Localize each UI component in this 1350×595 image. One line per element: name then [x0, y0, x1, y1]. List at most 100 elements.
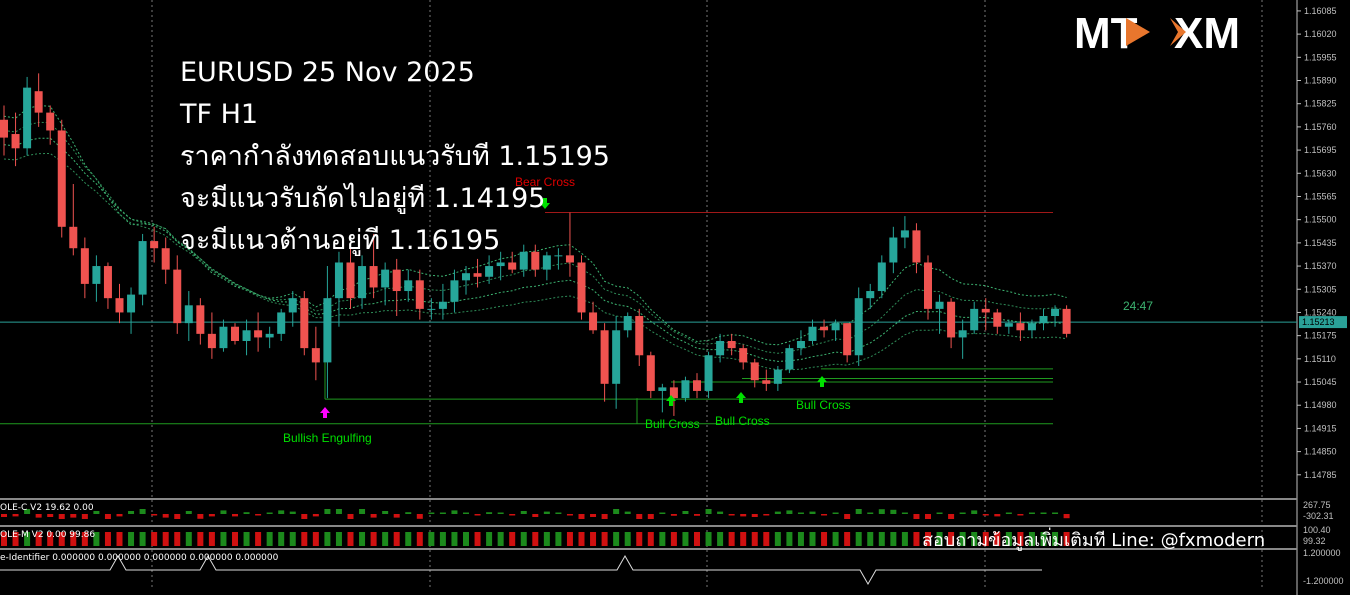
ole-c-bar [786, 510, 793, 514]
ole-m-bar [1017, 532, 1024, 546]
indicator-label-identifier: e-Identifier 0.000000 0.000000 0.000000 … [0, 553, 279, 563]
ole-m-bar [174, 532, 181, 546]
candle-bull [23, 87, 32, 149]
candle-bear [820, 326, 829, 331]
candle-bull [450, 280, 459, 302]
ole-c-bar [520, 511, 527, 514]
candle-bear [161, 248, 170, 270]
ole-c-bar [844, 514, 851, 519]
candle-bear [981, 308, 990, 313]
ole-c-bar [774, 511, 781, 514]
overlay-support-test: ราคากำลังทดสอบแนวรับที 1.15195 [180, 141, 610, 172]
y-tick-label: 1.14785 [1304, 470, 1337, 480]
candle-bear [577, 262, 586, 313]
bullish-engulfing-arrow [320, 407, 330, 418]
ole-m-bar [93, 532, 100, 546]
y-tick-label: 1.15565 [1304, 191, 1337, 201]
ole-m-bar [751, 532, 758, 546]
candle-bull [704, 355, 713, 391]
y-tick-label: 1.15045 [1304, 377, 1337, 387]
ole-c-bar [208, 514, 215, 517]
ole-m-bar [266, 532, 273, 546]
ole-m-bar [370, 532, 377, 546]
ole-m-bar [220, 532, 227, 546]
ole-m-bar [844, 532, 851, 546]
candle-bull [1051, 308, 1060, 317]
ole-c-bar [220, 510, 227, 514]
candle-bear [531, 251, 540, 270]
candle-bear [947, 301, 956, 338]
ole-m-bar [555, 532, 562, 546]
indicator-scale-bottom: 99.32 [1303, 536, 1326, 546]
candle-bull [854, 298, 863, 356]
ole-m-bar [832, 532, 839, 546]
ole-m-bar [613, 532, 620, 546]
ole-c-bar [335, 509, 342, 514]
ole-c-bar [428, 512, 435, 514]
candle-bull [1027, 323, 1036, 331]
candle-bull [773, 369, 782, 384]
ole-m-bar [278, 532, 285, 546]
ole-m-bar [1040, 532, 1047, 546]
ole-m-bar [532, 532, 539, 546]
ole-m-bar [717, 532, 724, 546]
bull-cross-arrow [736, 392, 746, 403]
candle-bear [669, 387, 678, 399]
candle-bear [254, 330, 263, 338]
ole-m-bar [335, 532, 342, 546]
candle-bull [277, 312, 286, 334]
ole-m-bar [636, 532, 643, 546]
ole-c-bar [393, 514, 400, 518]
indicator-scale-top: 100.40 [1303, 525, 1331, 535]
ole-c-bar [1040, 512, 1047, 514]
candle-bear [565, 255, 574, 263]
ole-m-bar [925, 532, 931, 546]
ole-c-bar [682, 511, 689, 514]
ole-m-bar [543, 532, 550, 546]
ole-m-bar [855, 532, 862, 546]
y-tick-label: 1.15240 [1304, 307, 1337, 317]
ole-c-bar [58, 514, 65, 519]
candle-bull [496, 262, 505, 267]
ole-c-bar [405, 512, 412, 514]
ole-c-bar [832, 512, 839, 514]
ole-m-bar [116, 532, 123, 546]
ole-m-bar [1028, 532, 1035, 546]
ole-m-bar [509, 532, 516, 546]
ole-m-bar [312, 532, 319, 546]
ole-m-bar [948, 532, 955, 546]
mt-xm-logo: MT XM [1074, 9, 1240, 56]
ole-c-bar [255, 514, 262, 516]
ole-c-bar [901, 512, 908, 514]
ole-c-bar [624, 511, 631, 514]
y-tick-label: 1.16085 [1304, 6, 1337, 16]
y-tick-label: 1.14850 [1304, 447, 1337, 457]
candle-bull [935, 301, 944, 309]
ole-c-bar [532, 514, 539, 517]
ole-c-bar [128, 511, 135, 514]
contact-line: สอบถามข้อมูลเพิ่มเติมที Line: @fxmodern [922, 530, 1266, 551]
candle-bear [46, 112, 55, 131]
ole-m-bar [601, 532, 608, 546]
ole-m-bar [682, 532, 689, 546]
candle-bear [843, 323, 852, 356]
ole-m-bar [162, 532, 169, 546]
ole-c-bar [959, 512, 966, 514]
candle-bear [646, 355, 655, 391]
ole-c-bar [278, 510, 285, 514]
candle-bear [207, 333, 216, 349]
indicator-scale-top: 267.75 [1303, 500, 1331, 510]
ole-c-bar [543, 511, 550, 514]
ole-m-bar [301, 532, 308, 546]
ma-ribbon-line [3, 137, 1067, 362]
ole-m-bar [486, 532, 493, 546]
ole-m-bar [520, 532, 527, 546]
analysis-overlay: EURUSD 25 Nov 2025 TF H1 ราคากำลังทดสอบแ… [180, 52, 610, 262]
candle-bear [508, 262, 517, 270]
candle-bull [796, 340, 805, 349]
ole-c-bar [740, 514, 747, 517]
ole-m-bar [359, 532, 366, 546]
ole-c-bar [566, 514, 573, 516]
ole-m-bar [289, 532, 296, 546]
